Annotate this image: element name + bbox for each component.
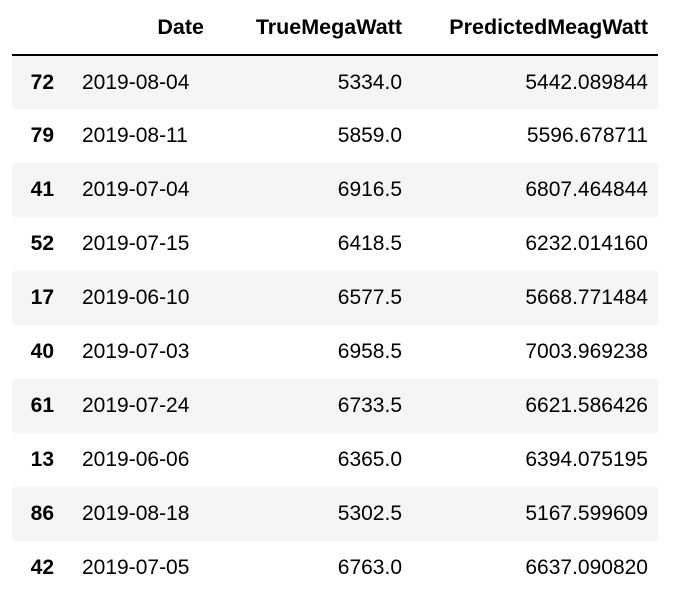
table-row: 42 2019-07-05 6763.0 6637.090820 — [12, 541, 658, 595]
cell-date: 2019-07-15 — [68, 217, 214, 271]
row-index: 41 — [30, 178, 54, 201]
table-body: 72 2019-08-04 5334.0 5442.089844 79 2019… — [12, 55, 658, 595]
row-index: 79 — [30, 124, 54, 147]
table-row: 72 2019-08-04 5334.0 5442.089844 — [12, 55, 658, 109]
cell-date: 2019-07-03 — [68, 325, 214, 379]
table-header: Date TrueMegaWatt PredictedMeagWatt — [12, 0, 658, 56]
table-row: 79 2019-08-11 5859.0 5596.678711 — [12, 109, 658, 163]
column-header-true-megawatt: TrueMegaWatt — [214, 0, 412, 56]
cell-true-megawatt: 6958.5 — [337, 340, 402, 363]
cell-true-megawatt: 6418.5 — [337, 232, 402, 255]
date-value: 2019-07-24 — [82, 394, 190, 417]
cell-date: 2019-08-18 — [68, 487, 214, 541]
cell-date: 2019-07-24 — [68, 379, 214, 433]
date-value: 2019-07-05 — [82, 556, 190, 579]
date-value: 2019-07-04 — [82, 178, 190, 201]
date-value: 2019-08-04 — [82, 70, 190, 94]
date-value: 2019-08-11 — [82, 124, 188, 147]
cell-predicted-megawatt: 5668.771484 — [525, 286, 648, 309]
cell-predicted-megawatt: 5167.599609 — [525, 502, 648, 525]
table-row: 86 2019-08-18 5302.5 5167.599609 — [12, 487, 658, 541]
date-value: 2019-08-18 — [82, 502, 190, 525]
cell-true-megawatt: 6763.0 — [337, 556, 402, 579]
cell-true-megawatt: 6916.5 — [337, 178, 402, 201]
cell-true-megawatt: 6733.5 — [337, 394, 402, 417]
cell-predicted-megawatt: 7003.969238 — [525, 340, 648, 363]
cell-true-megawatt: 5859.0 — [337, 124, 402, 147]
cell-true-megawatt: 5334.0 — [337, 70, 402, 94]
cell-predicted-megawatt: 6637.090820 — [525, 556, 648, 579]
table-row: 41 2019-07-04 6916.5 6807.464844 — [12, 163, 658, 217]
cell-predicted-megawatt: 6807.464844 — [525, 178, 648, 201]
index-column-header — [12, 0, 68, 56]
cell-predicted-megawatt: 5596.678711 — [526, 124, 648, 147]
cell-true-megawatt: 5302.5 — [337, 502, 402, 525]
cell-predicted-megawatt: 5442.089844 — [525, 70, 648, 94]
date-value: 2019-06-06 — [82, 448, 190, 471]
cell-date: 2019-08-11 — [68, 109, 214, 163]
cell-date: 2019-07-05 — [68, 541, 214, 595]
cell-true-megawatt: 6365.0 — [337, 448, 402, 471]
date-value: 2019-06-10 — [82, 286, 190, 309]
row-index: 42 — [30, 556, 54, 579]
row-index: 40 — [30, 340, 54, 363]
table-row: 61 2019-07-24 6733.5 6621.586426 — [12, 379, 658, 433]
cell-predicted-megawatt: 6232.014160 — [525, 232, 648, 255]
cell-date: 2019-08-04 — [68, 55, 214, 109]
dataframe-output: Date TrueMegaWatt PredictedMeagWatt 72 2… — [12, 0, 658, 595]
cell-predicted-megawatt: 6621.586426 — [525, 394, 648, 417]
table-row: 40 2019-07-03 6958.5 7003.969238 — [12, 325, 658, 379]
date-value: 2019-07-03 — [82, 340, 190, 363]
table-row: 52 2019-07-15 6418.5 6232.014160 — [12, 217, 658, 271]
table-row: 17 2019-06-10 6577.5 5668.771484 — [12, 271, 658, 325]
cell-date: 2019-06-10 — [68, 271, 214, 325]
cell-true-megawatt: 6577.5 — [337, 286, 402, 309]
row-index: 86 — [30, 502, 54, 525]
cell-date: 2019-06-06 — [68, 433, 214, 487]
row-index: 61 — [30, 394, 54, 417]
row-index: 17 — [30, 286, 54, 309]
cell-date: 2019-07-04 — [68, 163, 214, 217]
date-value: 2019-07-15 — [82, 232, 190, 255]
column-header-predicted-megawatt: PredictedMeagWatt — [412, 0, 658, 56]
row-index: 52 — [30, 232, 54, 255]
cell-predicted-megawatt: 6394.075195 — [525, 448, 648, 471]
header-row: Date TrueMegaWatt PredictedMeagWatt — [12, 0, 658, 56]
table-row: 13 2019-06-06 6365.0 6394.075195 — [12, 433, 658, 487]
column-header-date: Date — [68, 0, 214, 56]
dataframe-table: Date TrueMegaWatt PredictedMeagWatt 72 2… — [12, 0, 658, 595]
row-index: 13 — [30, 448, 54, 471]
row-index: 72 — [30, 70, 54, 94]
